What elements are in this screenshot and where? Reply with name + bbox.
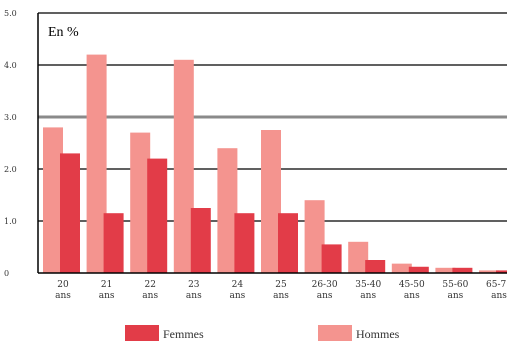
x-tick-label: ans [404, 291, 420, 301]
bar-hommes [261, 130, 281, 273]
x-tick-label: ans [360, 291, 376, 301]
x-tick-label: 65-75 [486, 280, 507, 290]
bar-hommes [173, 59, 194, 273]
bar-femmes [234, 213, 255, 273]
x-tick-label: ans [491, 291, 507, 301]
bar-femmes [321, 244, 342, 273]
legend-label-hommes: Hommes [356, 327, 400, 341]
legend-swatch-hommes [318, 325, 352, 341]
y-tick-label: 4.0 [4, 61, 17, 70]
bar-femmes [103, 213, 124, 273]
x-tick-label: 22 [144, 280, 155, 290]
x-tick-label: 55-60 [442, 280, 468, 290]
bar-femmes [452, 267, 473, 273]
bar-femmes [190, 208, 211, 273]
bar-hommes [43, 127, 63, 274]
x-tick-label: 35-40 [355, 280, 381, 290]
y-tick-label: 3.0 [4, 113, 17, 122]
bar-femmes [278, 213, 298, 273]
bars [43, 54, 507, 274]
bar-femmes [60, 153, 80, 273]
bar-hommes [391, 263, 412, 273]
x-tick-label: 24 [232, 280, 244, 290]
y-tick-labels: 5.0 4.0 3.0 2.0 1.0 0 [4, 9, 17, 278]
bar-femmes [365, 260, 386, 273]
y-tick-label: 2.0 [4, 165, 17, 174]
bar-hommes [435, 267, 456, 273]
x-tick-label: 25 [275, 280, 287, 290]
y-tick-label: 1.0 [4, 217, 17, 226]
x-tick-label: 26-30 [312, 280, 338, 290]
x-tick-label: ans [55, 291, 71, 301]
x-tick-label: ans [186, 291, 202, 301]
bar-hommes [304, 200, 325, 273]
bar-femmes [408, 266, 429, 273]
bar-hommes [348, 241, 369, 273]
x-tick-label: ans [273, 291, 289, 301]
x-tick-label: 21 [101, 280, 112, 290]
x-tick-label: ans [142, 291, 158, 301]
y-tick-label: 5.0 [4, 9, 17, 18]
x-tick-label: 23 [188, 280, 200, 290]
bar-femmes [496, 270, 507, 273]
bar-hommes [130, 132, 151, 273]
bar-hommes [479, 270, 499, 273]
x-tick-labels: 20ans21ans22ans23ans24ans25ans26-30ans35… [55, 280, 507, 301]
x-tick-label: 45-50 [399, 280, 425, 290]
x-tick-label: ans [230, 291, 246, 301]
x-tick-label: ans [317, 291, 333, 301]
bar-hommes [86, 54, 107, 273]
axes [37, 13, 507, 274]
bar-femmes [147, 158, 168, 273]
unit-label: En % [48, 25, 79, 40]
x-tick-label: 20 [57, 280, 69, 290]
bar-hommes [217, 148, 238, 273]
legend: Femmes Hommes [125, 325, 400, 341]
legend-label-femmes: Femmes [163, 327, 204, 341]
legend-swatch-femmes [125, 325, 159, 341]
y-tick-label: 0 [4, 269, 9, 278]
x-tick-label: ans [99, 291, 115, 301]
x-tick-label: ans [448, 291, 464, 301]
